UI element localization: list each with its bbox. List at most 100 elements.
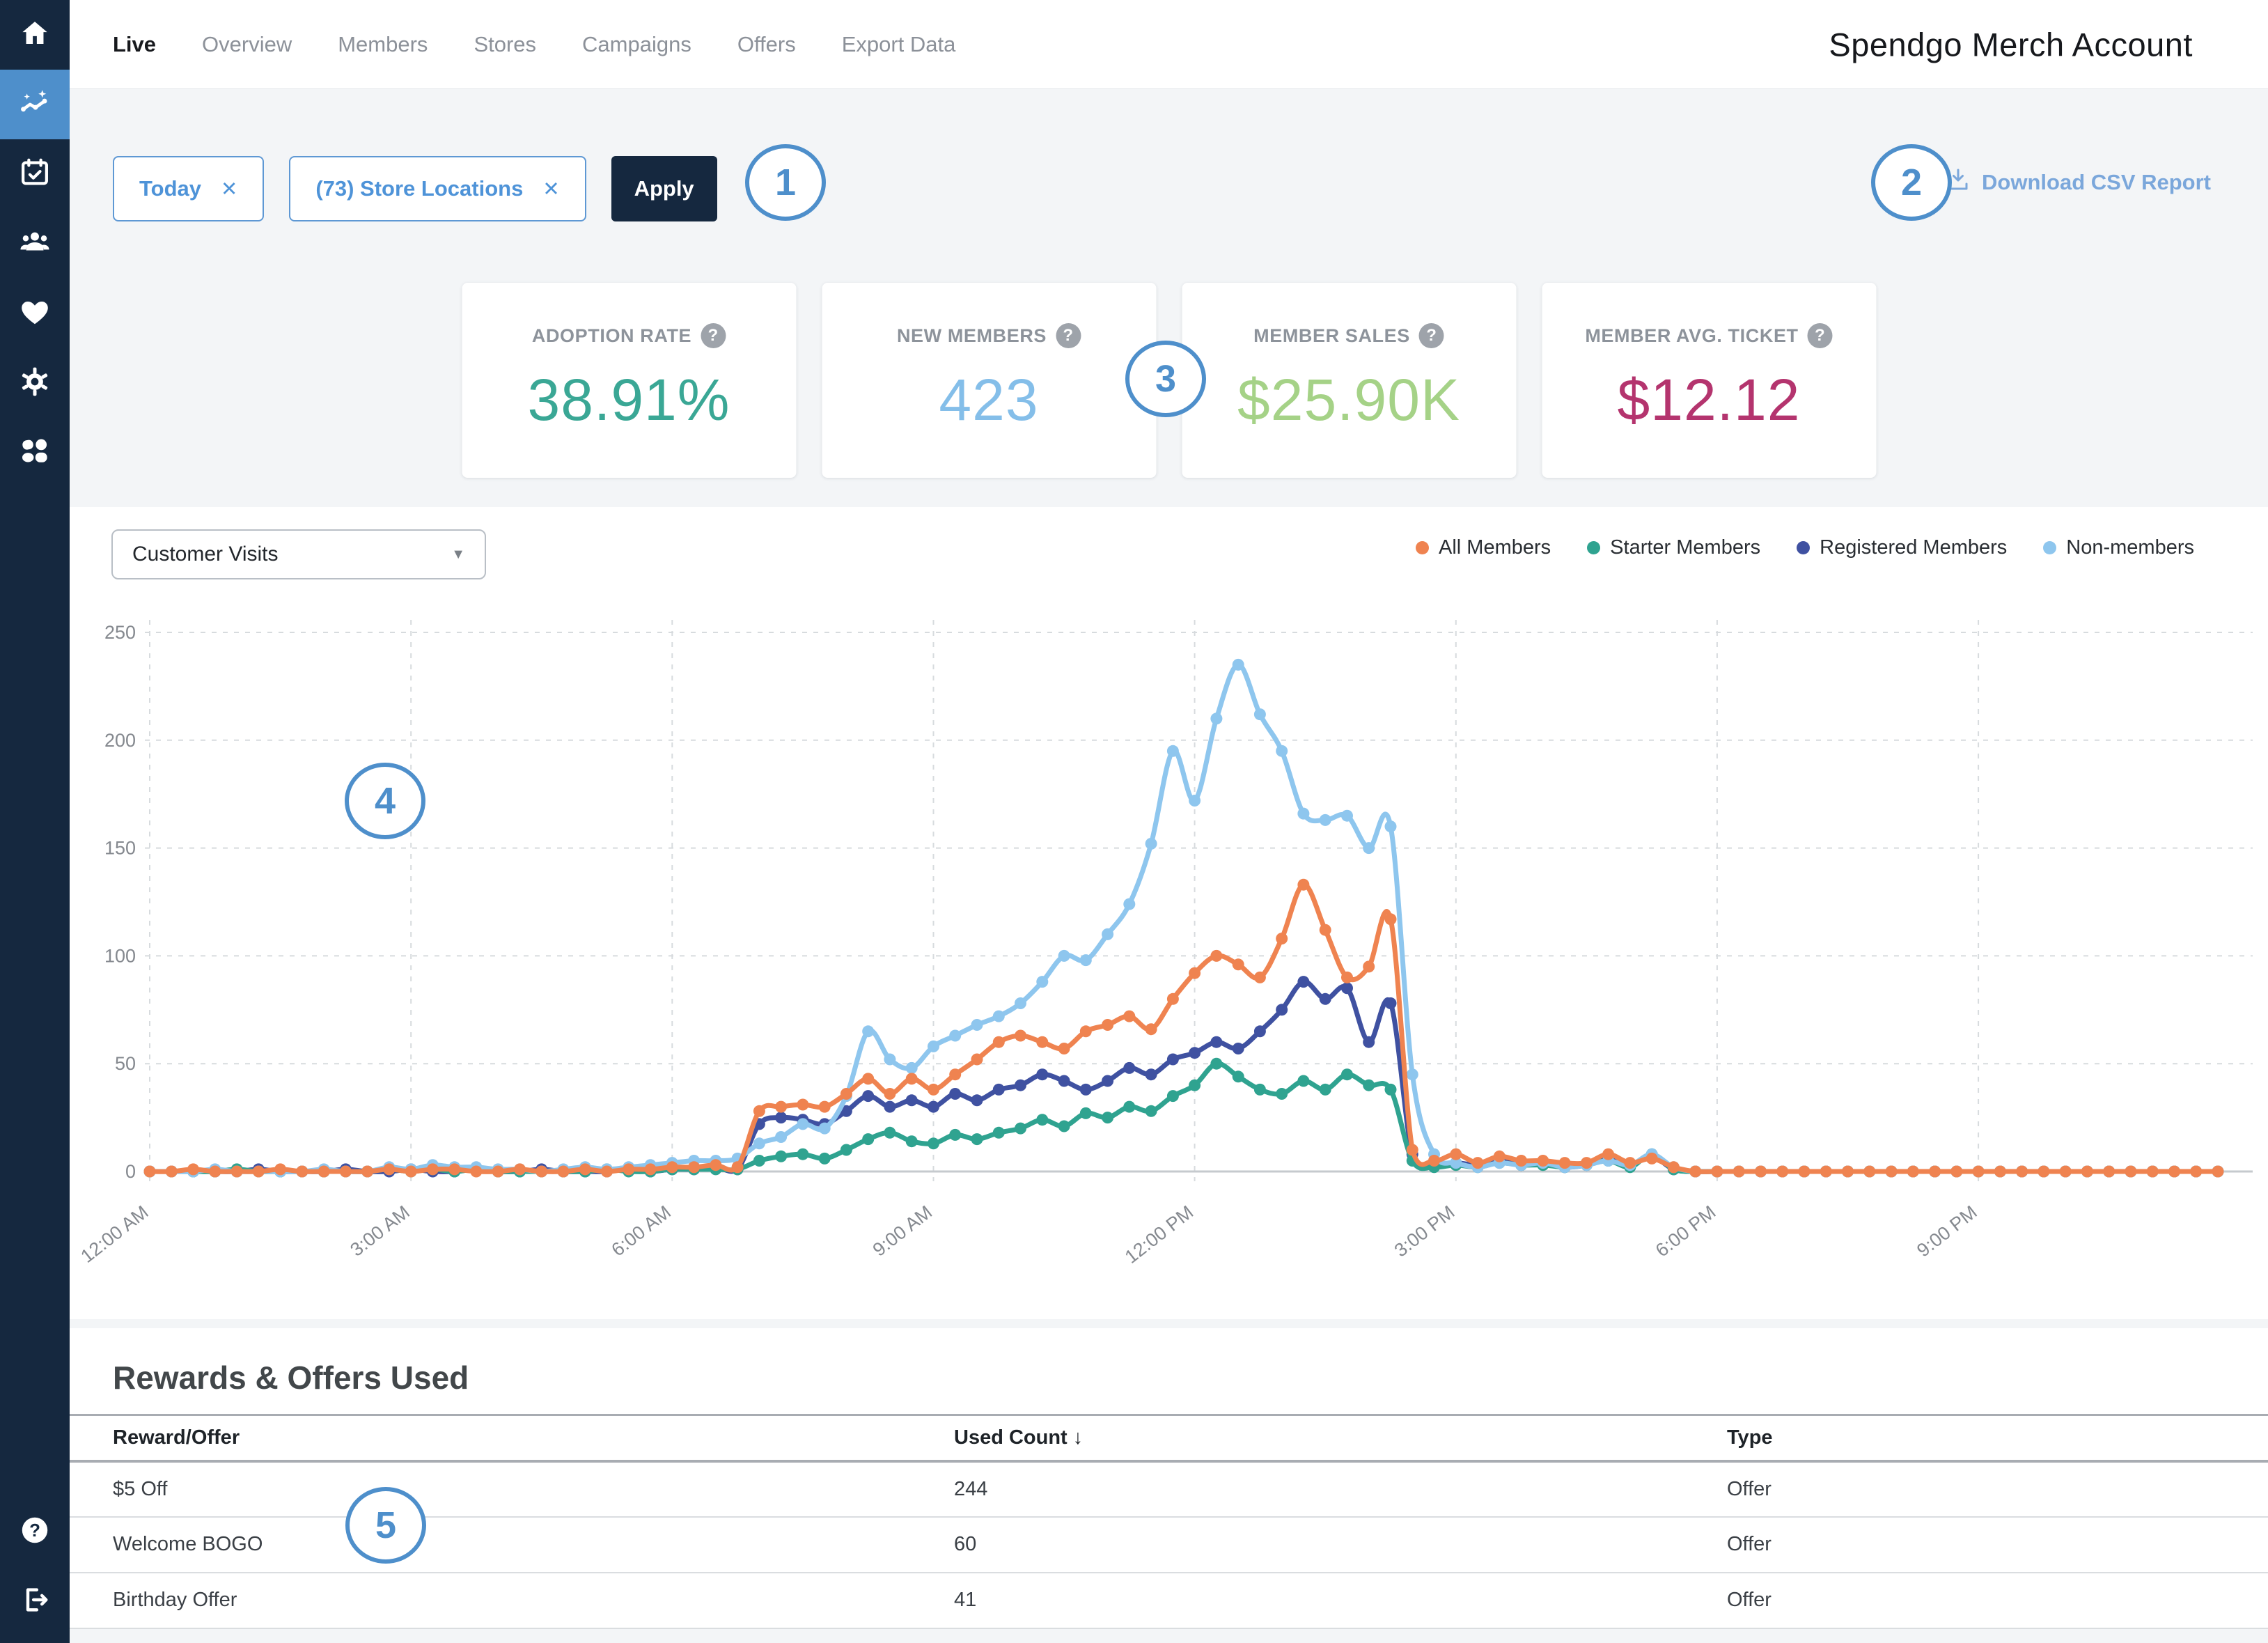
annotation-1: 1 bbox=[745, 144, 826, 221]
legend-item-non-members[interactable]: Non-members bbox=[2043, 536, 2194, 559]
cell-used-count: 41 bbox=[954, 1589, 977, 1611]
legend-label: All Members bbox=[1439, 536, 1551, 559]
customer-visits-chart: 0 50 100 150 200 250 12:00 AM 3:00 AM 6:00 AM 9:0… bbox=[70, 592, 2268, 1295]
legend-dot bbox=[2043, 541, 2057, 554]
top-header: Live Overview Members Stores Campaigns O… bbox=[70, 0, 2268, 89]
metric-select[interactable]: Customer Visits ▼ bbox=[111, 529, 486, 579]
metric-select-value: Customer Visits bbox=[132, 543, 279, 566]
cell-type: Offer bbox=[1727, 1533, 1772, 1555]
svg-text:9:00 PM: 9:00 PM bbox=[1913, 1201, 1981, 1261]
annotation-2: 2 bbox=[1871, 144, 1952, 221]
legend-item-all-members[interactable]: All Members bbox=[1416, 536, 1551, 559]
page-title: Spendgo Merch Account bbox=[1829, 26, 2193, 63]
sidebar-item-home[interactable] bbox=[0, 0, 70, 70]
svg-text:150: 150 bbox=[104, 838, 136, 859]
cell-type: Offer bbox=[1727, 1589, 1772, 1611]
kpi-value: $12.12 bbox=[1617, 367, 1801, 433]
cell-reward-offer: Birthday Offer bbox=[113, 1589, 237, 1611]
legend-label: Non-members bbox=[2066, 536, 2194, 559]
sidebar: ? bbox=[0, 0, 70, 1643]
tab-live[interactable]: Live bbox=[113, 31, 157, 56]
legend-label: Registered Members bbox=[1820, 536, 2008, 559]
legend-dot bbox=[1416, 541, 1430, 554]
col-header-reward-offer[interactable]: Reward/Offer bbox=[113, 1426, 240, 1449]
tab-offers[interactable]: Offers bbox=[737, 31, 796, 56]
tab-export-data[interactable]: Export Data bbox=[841, 31, 956, 56]
svg-text:12:00 AM: 12:00 AM bbox=[77, 1201, 152, 1267]
apply-button[interactable]: Apply bbox=[611, 156, 717, 221]
rewards-offers-table: Reward/Offer Used Count ↓ Type $5 Off 244… bbox=[70, 1414, 2268, 1629]
kpi-label: ADOPTION RATE bbox=[531, 325, 692, 346]
cell-used-count: 244 bbox=[954, 1477, 988, 1500]
svg-text:3:00 AM: 3:00 AM bbox=[346, 1201, 414, 1261]
tab-stores[interactable]: Stores bbox=[474, 31, 537, 56]
kpi-cards: ADOPTION RATE? 38.91% NEW MEMBERS? 423 M… bbox=[462, 283, 1876, 478]
sidebar-item-help[interactable]: ? bbox=[0, 1497, 70, 1566]
help-circle-icon[interactable]: ? bbox=[1418, 323, 1444, 348]
cell-reward-offer: Welcome BOGO bbox=[113, 1533, 263, 1555]
chip-label: (73) Store Locations bbox=[315, 176, 524, 201]
help-icon: ? bbox=[19, 1514, 51, 1550]
filters-and-kpis: Today ✕ (73) Store Locations ✕ Apply Dow… bbox=[70, 89, 2268, 507]
gear-icon bbox=[19, 366, 51, 401]
chart-panel: Customer Visits ▼ All Members Starter Me… bbox=[70, 507, 2268, 1319]
sidebar-item-integrations[interactable] bbox=[0, 418, 70, 488]
download-csv-link[interactable]: Download CSV Report bbox=[1946, 167, 2211, 198]
top-nav: Live Overview Members Stores Campaigns O… bbox=[70, 32, 955, 57]
svg-text:100: 100 bbox=[104, 945, 136, 966]
sidebar-item-campaign-calendar[interactable] bbox=[0, 139, 70, 209]
rewards-offers-section: Rewards & Offers Used Reward/Offer Used … bbox=[70, 1328, 2268, 1628]
sidebar-item-logout[interactable] bbox=[0, 1566, 70, 1636]
annotation-3: 3 bbox=[1125, 341, 1206, 417]
kpi-label: MEMBER AVG. TICKET bbox=[1585, 325, 1799, 346]
kpi-value: 38.91% bbox=[527, 367, 730, 433]
section-title: Rewards & Offers Used bbox=[113, 1360, 469, 1396]
chevron-down-icon: ▼ bbox=[451, 546, 465, 562]
legend-label: Starter Members bbox=[1610, 536, 1761, 559]
chart-legend: All Members Starter Members Registered M… bbox=[1416, 536, 2194, 559]
sort-desc-icon: ↓ bbox=[1072, 1426, 1084, 1449]
svg-text:0: 0 bbox=[125, 1161, 136, 1182]
legend-dot bbox=[1587, 541, 1601, 554]
sidebar-item-members[interactable] bbox=[0, 209, 70, 279]
sidebar-item-loyalty[interactable] bbox=[0, 279, 70, 348]
heart-icon bbox=[19, 296, 51, 332]
filter-chip-today[interactable]: Today ✕ bbox=[113, 156, 265, 221]
home-icon bbox=[19, 17, 51, 53]
table-row: Welcome BOGO 60 Offer bbox=[70, 1517, 2268, 1573]
help-circle-icon[interactable]: ? bbox=[1807, 323, 1833, 348]
cell-used-count: 60 bbox=[954, 1533, 977, 1555]
svg-text:3:00 PM: 3:00 PM bbox=[1391, 1201, 1459, 1261]
apps-blobs-icon bbox=[19, 435, 51, 471]
svg-text:6:00 PM: 6:00 PM bbox=[1652, 1201, 1720, 1261]
table-row: Birthday Offer 41 Offer bbox=[70, 1573, 2268, 1628]
tab-campaigns[interactable]: Campaigns bbox=[582, 31, 691, 56]
cell-type: Offer bbox=[1727, 1477, 1772, 1500]
kpi-card-adoption-rate: ADOPTION RATE? 38.91% bbox=[462, 283, 796, 478]
help-circle-icon[interactable]: ? bbox=[701, 323, 726, 348]
annotation-4: 4 bbox=[345, 763, 425, 839]
trend-sparkline-icon bbox=[19, 87, 51, 123]
tab-members[interactable]: Members bbox=[338, 31, 428, 56]
kpi-label: NEW MEMBERS bbox=[896, 325, 1047, 346]
col-header-type[interactable]: Type bbox=[1727, 1426, 1773, 1449]
legend-item-registered-members[interactable]: Registered Members bbox=[1797, 536, 2007, 559]
svg-text:9:00 AM: 9:00 AM bbox=[869, 1201, 937, 1261]
logout-icon bbox=[19, 1584, 51, 1619]
tab-overview[interactable]: Overview bbox=[202, 31, 292, 56]
table-row: $5 Off 244 Offer bbox=[70, 1461, 2268, 1517]
sidebar-item-settings[interactable] bbox=[0, 348, 70, 418]
kpi-card-member-sales: MEMBER SALES? $25.90K bbox=[1182, 283, 1516, 478]
filter-chip-store-locations[interactable]: (73) Store Locations ✕ bbox=[289, 156, 586, 221]
cell-reward-offer: $5 Off bbox=[113, 1477, 168, 1500]
svg-text:50: 50 bbox=[115, 1053, 136, 1074]
legend-item-starter-members[interactable]: Starter Members bbox=[1587, 536, 1760, 559]
help-circle-icon[interactable]: ? bbox=[1056, 323, 1081, 348]
table-header-row: Reward/Offer Used Count ↓ Type bbox=[70, 1415, 2268, 1461]
col-header-used-count[interactable]: Used Count ↓ bbox=[954, 1426, 1084, 1449]
sidebar-item-live-analytics[interactable] bbox=[0, 70, 70, 139]
calendar-check-icon bbox=[19, 157, 51, 192]
close-icon[interactable]: ✕ bbox=[542, 178, 560, 201]
svg-text:6:00 AM: 6:00 AM bbox=[607, 1201, 675, 1261]
close-icon[interactable]: ✕ bbox=[221, 178, 238, 201]
